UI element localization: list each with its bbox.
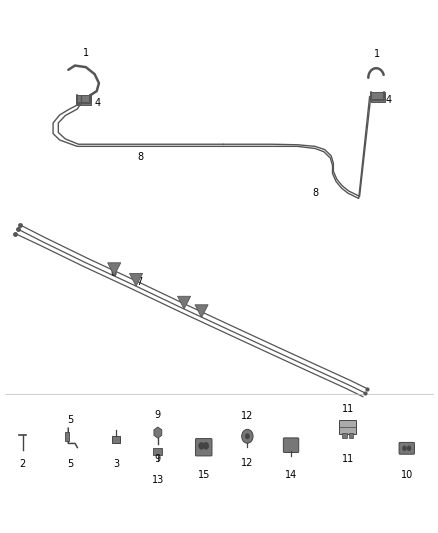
Circle shape	[403, 446, 406, 451]
FancyBboxPatch shape	[283, 438, 299, 453]
Bar	[65, 432, 69, 441]
Polygon shape	[177, 296, 191, 309]
Text: 12: 12	[241, 410, 254, 421]
FancyBboxPatch shape	[195, 439, 212, 456]
Bar	[339, 421, 357, 434]
Text: 4: 4	[95, 98, 101, 108]
Circle shape	[198, 442, 204, 449]
Bar	[76, 95, 91, 105]
Text: 5: 5	[67, 459, 74, 469]
Polygon shape	[130, 273, 143, 286]
Bar	[342, 433, 346, 438]
Text: 9: 9	[155, 454, 161, 464]
Text: 1: 1	[374, 49, 381, 59]
Bar	[371, 92, 385, 102]
Text: 10: 10	[401, 470, 413, 480]
Circle shape	[242, 430, 253, 443]
Text: 6: 6	[110, 268, 117, 278]
Polygon shape	[195, 305, 208, 318]
Text: 11: 11	[342, 454, 354, 464]
Text: 12: 12	[241, 458, 254, 468]
Text: 14: 14	[285, 470, 297, 480]
Text: 9: 9	[155, 409, 161, 419]
Text: 7: 7	[136, 278, 142, 287]
Polygon shape	[108, 263, 121, 276]
Text: 4: 4	[386, 94, 392, 104]
Text: 1: 1	[83, 48, 89, 58]
Text: 11: 11	[342, 405, 354, 414]
Text: 3: 3	[113, 459, 120, 469]
Text: 15: 15	[198, 470, 210, 480]
Text: 13: 13	[152, 475, 164, 485]
Bar	[153, 448, 162, 455]
Text: 5: 5	[67, 415, 74, 425]
Circle shape	[245, 433, 250, 439]
Text: 8: 8	[312, 188, 318, 198]
Bar	[113, 436, 120, 443]
FancyBboxPatch shape	[399, 442, 414, 454]
Circle shape	[407, 446, 411, 451]
Text: 2: 2	[19, 459, 26, 469]
Circle shape	[203, 442, 209, 449]
Bar	[349, 433, 353, 438]
Text: 8: 8	[138, 152, 144, 161]
